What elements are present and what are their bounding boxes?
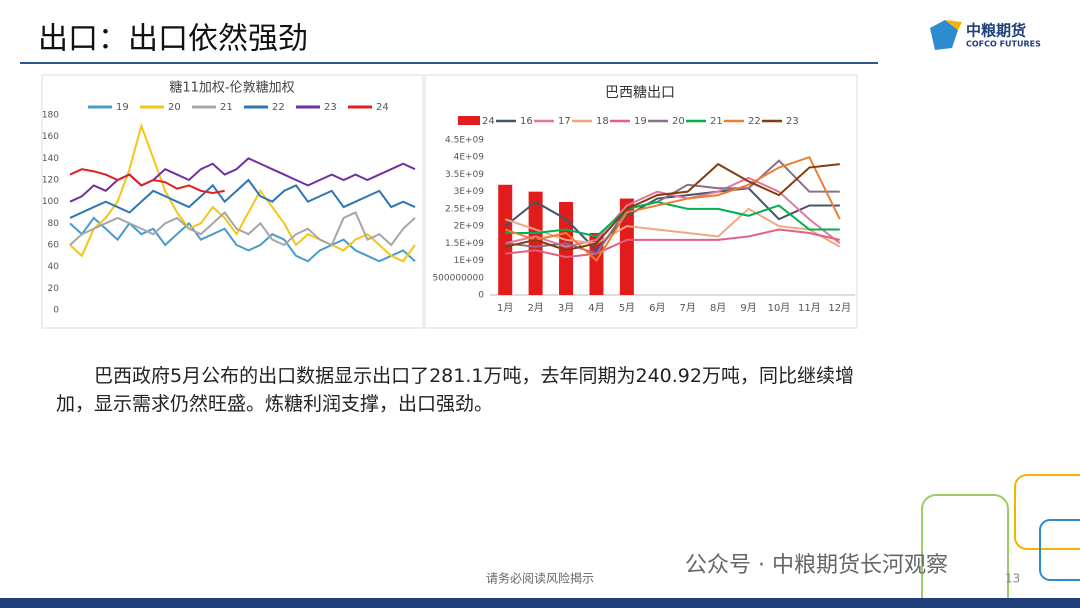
x-tick-label: 8月 (710, 302, 726, 314)
y-tick-label: 1E+09 (454, 256, 485, 266)
legend-swatch (458, 116, 480, 125)
y-tick-label: 3E+09 (454, 187, 485, 197)
line (504, 187, 840, 252)
x-tick-label: 4月 (588, 302, 604, 314)
legend-label: 22 (272, 102, 285, 113)
y-tick-label: 20 (48, 284, 60, 294)
y-tick-label: 0 (53, 306, 59, 316)
x-tick-label: 10月 (768, 302, 791, 314)
y-tick-label: 120 (42, 176, 59, 186)
page-number: 13 (1005, 572, 1020, 586)
deco (1014, 474, 1080, 550)
logo-cn: 中粮期货 (966, 22, 1026, 40)
line (504, 162, 840, 252)
watermark: 公众号 · 中粮期货长河观察 (685, 553, 948, 578)
y-tick-label: 80 (48, 219, 60, 229)
line (69, 211, 416, 247)
slide-title: 出口：出口依然强劲 (38, 22, 308, 57)
deco (1039, 519, 1080, 581)
x-tick-label: 2月 (527, 302, 543, 314)
chart-title: 巴西糖出口 (605, 85, 675, 101)
x-tick-label: 11月 (798, 302, 821, 314)
x-tick-label: 7月 (680, 302, 696, 314)
footer: 请务必阅读风险揭示 (486, 571, 594, 586)
legend-label: 23 (324, 102, 337, 113)
logo-icon (945, 20, 962, 30)
line (505, 200, 840, 238)
x-tick-label: 3月 (558, 302, 574, 314)
line (505, 228, 841, 259)
legend-label: 20 (672, 116, 685, 127)
y-tick-label: 2.5E+09 (445, 204, 484, 214)
line (69, 178, 416, 219)
line (504, 176, 841, 248)
bar (559, 202, 574, 295)
legend-label: 24 (482, 116, 495, 127)
legend-label: 24 (376, 102, 389, 113)
x-tick-label: 12月 (828, 302, 851, 314)
x-tick-label: 1月 (497, 302, 513, 314)
y-tick-label: 100 (42, 197, 59, 207)
bar (528, 191, 543, 295)
y-tick-label: 0 (478, 291, 484, 301)
logo-icon (930, 20, 958, 50)
y-tick-label: 2E+09 (454, 222, 485, 232)
line (504, 207, 841, 248)
y-tick-label: 60 (48, 241, 60, 251)
logo-en: COFCO FUTURES (966, 40, 1041, 49)
legend-label: 23 (786, 116, 799, 127)
bar (619, 198, 634, 295)
x-tick-label: 9月 (740, 302, 756, 314)
legend-label: 21 (220, 102, 233, 113)
legend-label: 19 (634, 116, 647, 127)
deco (921, 494, 1009, 608)
y-tick-label: 4.5E+09 (445, 136, 484, 146)
legend-label: 20 (168, 102, 181, 113)
legend-label: 18 (596, 116, 609, 127)
legend-label: 17 (558, 116, 571, 127)
legend-label: 19 (116, 102, 129, 113)
line (69, 216, 416, 263)
legend-label: 16 (520, 116, 533, 127)
x-tick-label: 6月 (649, 302, 665, 314)
y-tick-label: 500000000 (432, 273, 484, 283)
y-tick-label: 4E+09 (454, 153, 485, 163)
y-tick-label: 180 (42, 111, 59, 121)
y-tick-label: 40 (48, 262, 60, 272)
y-tick-label: 140 (42, 154, 59, 164)
bar (498, 184, 513, 295)
line (504, 155, 841, 263)
line (69, 168, 225, 195)
legend-label: 21 (710, 116, 723, 127)
y-tick-label: 160 (42, 132, 59, 142)
y-tick-label: 1.5E+09 (445, 239, 484, 249)
y-tick-label: 3.5E+09 (445, 170, 484, 180)
bottom-bar (0, 598, 1080, 608)
legend-label: 22 (748, 116, 761, 127)
body-text: 巴西政府5月公布的出口数据显示出口了281.1万吨，去年同期为240.92万吨，… (56, 365, 854, 415)
x-tick-label: 5月 (619, 302, 635, 314)
chart-title: 糖11加权-伦敦糖加权 (169, 80, 294, 96)
